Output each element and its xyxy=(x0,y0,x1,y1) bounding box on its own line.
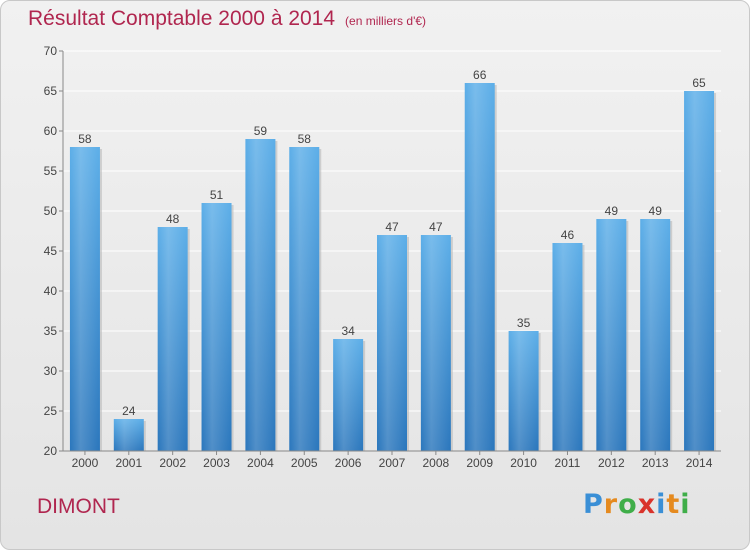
bar-shine xyxy=(508,331,539,451)
bar-shine xyxy=(640,219,671,451)
proxiti-logo[interactable]: Proxiti xyxy=(583,489,691,520)
y-tick-label: 35 xyxy=(44,324,58,338)
value-label: 46 xyxy=(561,228,575,242)
x-tick-label: 2007 xyxy=(379,456,406,470)
x-tick-label: 2002 xyxy=(159,456,186,470)
x-tick-label: 2011 xyxy=(555,456,581,470)
y-tick-label: 55 xyxy=(44,164,58,178)
x-tick-label: 2013 xyxy=(642,456,669,470)
x-tick-label: 2003 xyxy=(203,456,230,470)
value-label: 66 xyxy=(473,68,487,82)
value-label: 24 xyxy=(122,404,136,418)
bar-shine xyxy=(69,147,100,451)
y-tick-label: 40 xyxy=(44,284,58,298)
x-tick-label: 2012 xyxy=(598,456,625,470)
bar-shine xyxy=(684,91,715,451)
value-label: 48 xyxy=(166,212,180,226)
chart-title-text: Résultat Comptable 2000 à 2014 xyxy=(28,7,336,30)
bar-shine xyxy=(552,243,583,451)
bar-shine xyxy=(157,227,188,451)
logo-letter: i xyxy=(680,489,691,520)
axis-layer: 20 25 30 35 40 45 50 55 60 65 70 2000 2001 2002 2003 20… xyxy=(44,44,721,470)
x-tick-label: 2014 xyxy=(686,456,713,470)
x-tick-label: 2000 xyxy=(72,456,99,470)
bar-shine xyxy=(464,83,495,451)
y-tick-label: 25 xyxy=(44,404,58,418)
bar-shine xyxy=(201,203,232,451)
y-tick-label: 30 xyxy=(44,364,58,378)
y-tick-label: 45 xyxy=(44,244,58,258)
value-label: 49 xyxy=(649,204,663,218)
bar-shine xyxy=(333,339,364,451)
y-tick-label: 60 xyxy=(44,124,58,138)
logo-letter: t xyxy=(666,489,681,520)
value-label: 47 xyxy=(385,220,399,234)
label-layer: 58 24 48 51 59 58 34 47 47 66 35 46 49 49 65 xyxy=(78,68,706,418)
x-tick-label: 2006 xyxy=(335,456,362,470)
x-tick-label: 2010 xyxy=(510,456,537,470)
y-tick-label: 70 xyxy=(44,44,58,58)
logo-letter: o xyxy=(618,489,638,520)
x-tick-label: 2005 xyxy=(291,456,318,470)
logo-letter: r xyxy=(603,489,619,520)
value-label: 65 xyxy=(692,76,706,90)
value-label: 58 xyxy=(298,132,312,146)
value-label: 59 xyxy=(254,124,268,138)
y-tick-label: 65 xyxy=(44,84,58,98)
logo-letter: i xyxy=(656,489,667,520)
y-tick-label: 50 xyxy=(44,204,58,218)
logo-letter: x xyxy=(637,489,657,520)
bar-shine xyxy=(420,235,451,451)
logo-letter: P xyxy=(583,489,604,520)
value-label: 35 xyxy=(517,316,531,330)
value-label: 58 xyxy=(78,132,92,146)
bar-layer xyxy=(69,83,717,451)
value-label: 34 xyxy=(341,324,355,338)
x-tick-label: 2008 xyxy=(423,456,450,470)
value-label: 51 xyxy=(210,188,224,202)
x-tick-label: 2009 xyxy=(466,456,493,470)
bar-shine xyxy=(377,235,407,451)
value-label: 47 xyxy=(429,220,443,234)
bar-shine xyxy=(245,139,276,451)
value-label: 49 xyxy=(605,204,619,218)
bar-shine xyxy=(113,419,144,451)
place-name: DIMONT xyxy=(37,495,120,518)
x-tick-label: 2001 xyxy=(115,456,142,470)
chart-subtitle: (en milliers d'€) xyxy=(345,14,427,28)
bar-shine xyxy=(596,219,627,451)
y-tick-label: 20 xyxy=(44,444,58,458)
bar-shine xyxy=(289,147,320,451)
x-tick-label: 2004 xyxy=(247,456,274,470)
chart-title: Résultat Comptable 2000 à 2014 (en millie… xyxy=(28,7,426,31)
